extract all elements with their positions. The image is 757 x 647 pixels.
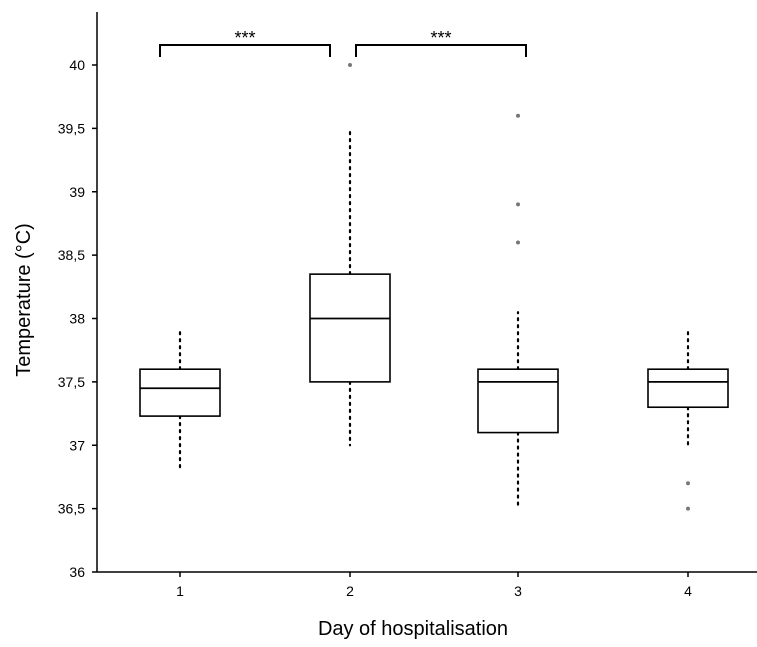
outlier-point bbox=[516, 240, 520, 245]
bracket-line bbox=[355, 44, 527, 57]
y-tick-label: 39 bbox=[69, 184, 85, 200]
x-tick-label: 2 bbox=[346, 583, 354, 599]
x-axis-ticks: 1 2 3 4 bbox=[176, 572, 692, 599]
x-tick-label: 4 bbox=[684, 583, 692, 599]
bracket-line bbox=[159, 44, 331, 57]
significance-label: *** bbox=[430, 28, 451, 48]
boxes bbox=[139, 63, 729, 511]
box-day-4 bbox=[647, 330, 729, 511]
significance-brackets: *** *** bbox=[159, 28, 527, 57]
y-tick-label: 38 bbox=[69, 311, 85, 327]
iqr-box bbox=[477, 368, 559, 434]
outlier-point bbox=[686, 506, 690, 511]
y-tick-label: 37 bbox=[69, 437, 85, 453]
outlier-point bbox=[516, 113, 520, 118]
iqr-box bbox=[647, 368, 729, 409]
significance-bracket-1-2: *** bbox=[159, 28, 331, 57]
significance-bracket-2-3: *** bbox=[355, 28, 527, 57]
box-day-2 bbox=[309, 63, 391, 447]
x-tick-label: 1 bbox=[176, 583, 184, 599]
outlier-point bbox=[348, 63, 352, 67]
iqr-box bbox=[309, 273, 391, 383]
significance-label: *** bbox=[234, 28, 255, 48]
box-day-3 bbox=[477, 113, 559, 508]
y-axis-title: Temperature (°C) bbox=[13, 223, 35, 377]
axes bbox=[96, 12, 757, 573]
x-axis-title: Day of hospitalisation bbox=[318, 618, 508, 640]
y-axis-ticks: 36 36,5 37 37,5 38 38,5 39 39,5 40 bbox=[58, 57, 97, 580]
iqr-box bbox=[139, 368, 221, 417]
y-tick-label: 39,5 bbox=[58, 120, 85, 136]
outlier-point bbox=[686, 481, 690, 486]
y-tick-label: 36,5 bbox=[58, 501, 85, 517]
x-tick-label: 3 bbox=[514, 583, 522, 599]
box-day-1 bbox=[139, 330, 221, 472]
y-tick-label: 38,5 bbox=[58, 247, 85, 263]
y-tick-label: 40 bbox=[69, 57, 85, 73]
y-tick-label: 36 bbox=[69, 564, 85, 580]
outlier-point bbox=[516, 202, 520, 207]
y-tick-label: 37,5 bbox=[58, 374, 85, 390]
